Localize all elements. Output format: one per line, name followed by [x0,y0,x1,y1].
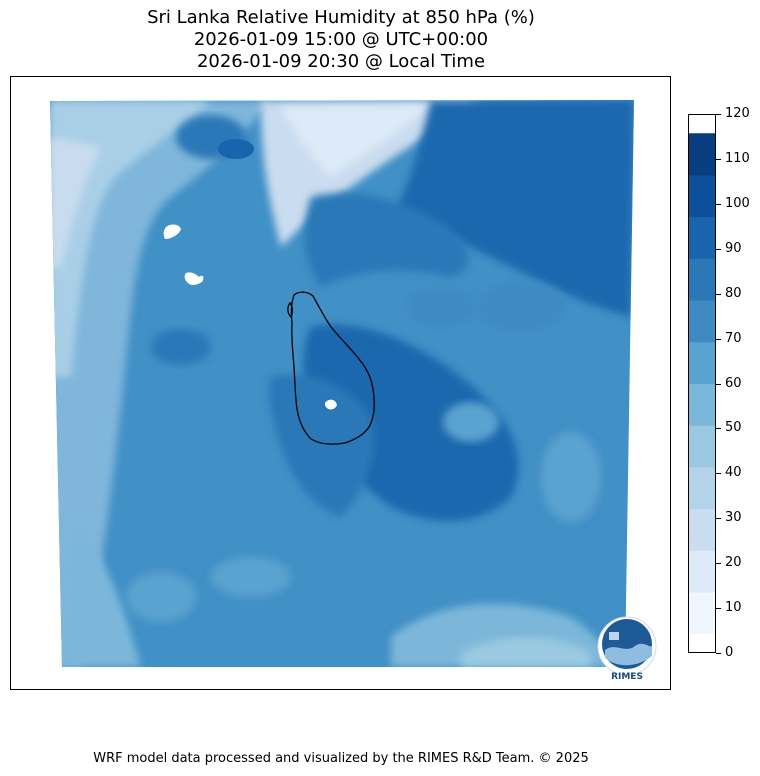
colorbar-tick-label: 70 [725,331,742,346]
colorbar-segment [689,174,715,218]
colorbar-tick-label: 10 [725,600,742,615]
colorbar-tick [716,653,721,654]
colorbar-segment [689,508,715,551]
colorbar-tick [716,428,721,429]
colorbar-segment [689,383,715,426]
colorbar-tick [716,114,721,115]
colorbar-tick-label: 100 [725,196,750,211]
sri-lanka-coastline [287,291,375,445]
map-title-line-3: 2026-01-09 20:30 @ Local Time [196,51,486,72]
colorbar-tick-label: 30 [725,510,742,525]
colorbar-tick [716,608,721,609]
colorbar-segment [689,592,715,635]
colorbar-tick [716,518,721,519]
colorbar-tick-label: 60 [725,376,742,391]
map-title-line-1: Sri Lanka Relative Humidity at 850 hPa (… [147,7,535,28]
colorbar-tick [716,384,721,385]
rimes-logo: RIMES [597,616,657,682]
humidity-map: RIMES [50,100,657,682]
colorbar-tick [716,294,721,295]
map-frame: RIMES [10,76,671,690]
colorbar-tick-label: 50 [725,420,742,435]
colorbar-tick [716,204,721,205]
colorbar-segment [689,216,715,259]
colorbar-segment [689,550,715,593]
colorbar-tick-label: 80 [725,286,742,301]
colorbar-tick [716,563,721,564]
colorbar-tick-label: 20 [725,555,742,570]
colorbar-tick [716,339,721,340]
colorbar-tick-label: 120 [725,106,750,121]
colorbar-tick-label: 90 [725,241,742,256]
colorbar-tick-label: 0 [725,645,734,660]
colorbar-segment [689,258,715,301]
colorbar-tick [716,159,721,160]
colorbar-tick-label: 110 [725,151,750,166]
rimes-logo-label: RIMES [611,672,643,682]
colorbar-segment [689,341,715,384]
colorbar-segment [689,466,715,510]
colorbar-tick-label: 40 [725,465,742,480]
credit-footer: WRF model data processed and visualized … [93,751,589,766]
colorbar-tick [716,473,721,474]
map-title-line-2: 2026-01-09 15:00 @ UTC+00:00 [193,29,489,50]
colorbar-segment [689,300,715,343]
humidity-field [50,100,634,667]
colorbar-segment [689,425,715,468]
colorbar-tick [716,249,721,250]
colorbar-segment [689,133,715,176]
colorbar [688,114,716,653]
